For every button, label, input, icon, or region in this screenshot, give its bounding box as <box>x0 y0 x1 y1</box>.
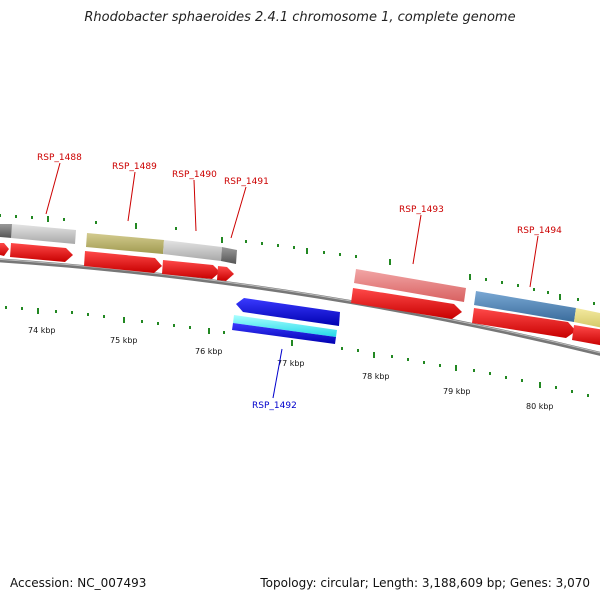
kbp-label-75: 75 kbp <box>110 336 138 345</box>
gene-label-rsp-1489[interactable]: RSP_1489 <box>112 162 157 172</box>
cds-arrows-forward <box>0 243 600 346</box>
upper-tick-arc <box>0 214 595 305</box>
lower-tick-arc <box>5 306 589 397</box>
gene-label-rsp-1488[interactable]: RSP_1488 <box>37 153 82 163</box>
kbp-label-74: 74 kbp <box>28 326 56 335</box>
accession-text: Accession: NC_007493 <box>10 576 147 590</box>
reverse-strand-features <box>232 298 340 344</box>
genome-summary-text: Topology: circular; Length: 3,188,609 bp… <box>260 576 590 590</box>
kbp-label-78: 78 kbp <box>362 372 390 381</box>
gene-label-rsp-1491[interactable]: RSP_1491 <box>224 177 269 187</box>
label-leader-lines <box>45 162 539 399</box>
kbp-label-80: 80 kbp <box>526 402 554 411</box>
gene-label-rsp-1490[interactable]: RSP_1490 <box>172 170 217 180</box>
gene-label-rsp-1493[interactable]: RSP_1493 <box>399 205 444 215</box>
backbone <box>0 258 600 356</box>
map-title: Rhodobacter sphaeroides 2.4.1 chromosome… <box>84 10 516 25</box>
gene-label-rsp-1492[interactable]: RSP_1492 <box>252 401 297 411</box>
kbp-label-79: 79 kbp <box>443 387 471 396</box>
kbp-label-76: 76 kbp <box>195 347 223 356</box>
kbp-label-77: 77 kbp <box>277 359 305 368</box>
gene-label-rsp-1494[interactable]: RSP_1494 <box>517 226 562 236</box>
gene-feature-bars <box>0 224 600 328</box>
